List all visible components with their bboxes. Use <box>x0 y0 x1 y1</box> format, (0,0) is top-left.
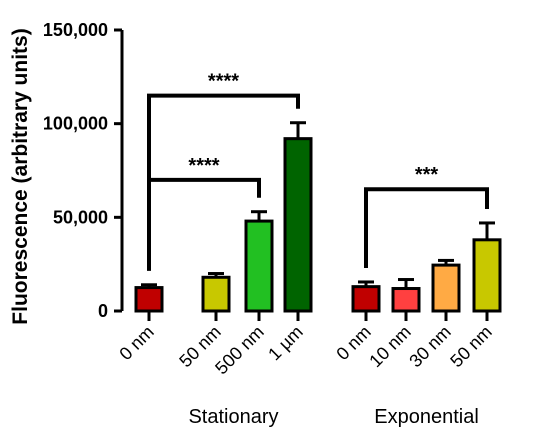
significance-label: **** <box>208 71 239 93</box>
bar-stationary-2 <box>244 219 274 313</box>
y-axis-title: Fluorescence (arbitrary units) <box>9 28 32 324</box>
group-label-stationary: Stationary <box>188 406 278 428</box>
category-label: 0 nm <box>115 322 157 364</box>
y-tick-label: 150,000 <box>43 20 108 40</box>
y-tick-label: 0 <box>98 301 108 321</box>
significance-bracket <box>364 187 489 268</box>
bar-exponential-2 <box>431 263 461 313</box>
group-label-exponential: Exponential <box>374 406 479 428</box>
category-label: 500 nm <box>211 322 268 379</box>
y-tick-label: 50,000 <box>53 207 108 227</box>
category-label: 1 µm <box>264 322 307 365</box>
category-label: 30 nm <box>405 322 455 372</box>
significance-label: *** <box>415 164 439 186</box>
significance-bracket <box>147 177 261 271</box>
significance-brackets: ******** *** <box>147 71 489 271</box>
bar-exponential-1 <box>391 287 421 313</box>
category-label: 10 nm <box>365 322 415 372</box>
y-tick-label: 100,000 <box>43 114 108 134</box>
significance-label: **** <box>188 155 219 177</box>
bar-stationary-0 <box>134 286 164 313</box>
axes <box>114 28 489 321</box>
significance-bracket <box>147 93 300 271</box>
bar-exponential-3 <box>472 238 502 313</box>
bar-exponential-0 <box>351 285 381 313</box>
category-label: 50 nm <box>446 322 496 372</box>
bars <box>134 121 502 313</box>
bar-stationary-3 <box>283 137 313 313</box>
bar-stationary-1 <box>201 275 231 313</box>
